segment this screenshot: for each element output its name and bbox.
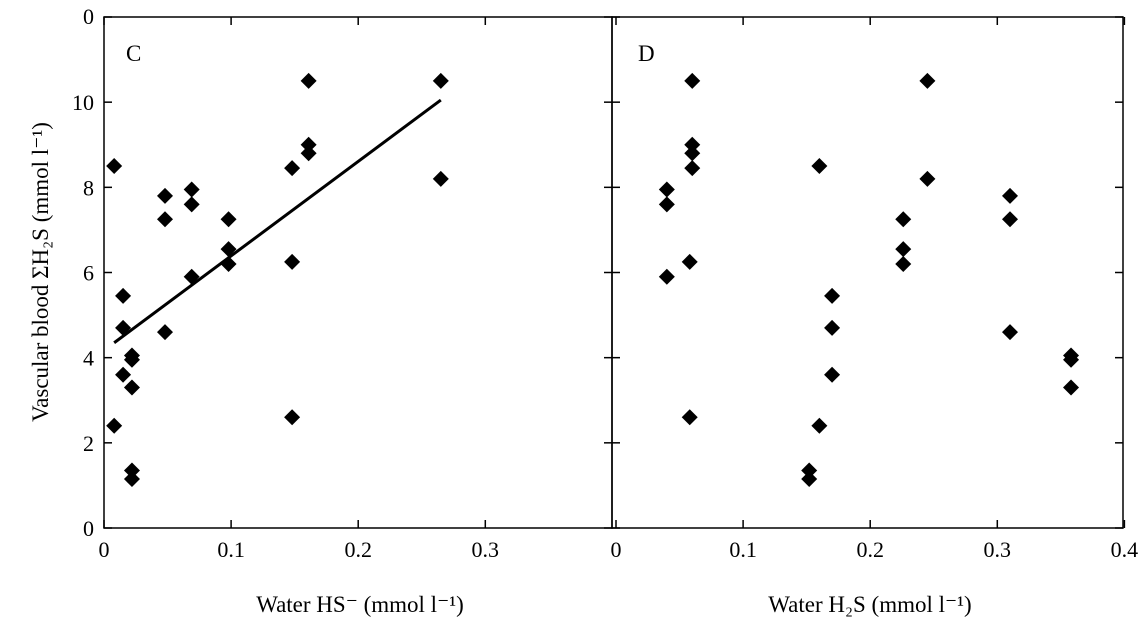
data-point [432, 72, 449, 89]
data-point [824, 287, 841, 304]
data-point [824, 319, 841, 336]
y-tick-label: 8 [83, 175, 94, 200]
plot-frame [611, 16, 1124, 529]
x-tick-label: 0.2 [344, 537, 372, 562]
data-point [220, 241, 237, 258]
data-point [919, 72, 936, 89]
data-point [681, 253, 698, 270]
data-point [183, 268, 200, 285]
x-tick-label: 0.2 [856, 537, 884, 562]
regression-line [113, 98, 442, 344]
data-point [684, 72, 701, 89]
data-point [183, 196, 200, 213]
x-tick-label: 0.3 [984, 537, 1012, 562]
x-axis-title: Water HS⁻ (mmol l⁻¹) [256, 592, 464, 617]
data-point [895, 241, 912, 258]
data-point [157, 211, 174, 228]
y-tick-label: 2 [83, 431, 94, 456]
data-point [1002, 211, 1019, 228]
x-tick-label: 0.1 [729, 537, 757, 562]
y-tick-label: 10 [72, 90, 94, 115]
data-point [300, 72, 317, 89]
panels: C 0 0.1 0.2 0.3 Water HS⁻ (mmol l⁻¹) D 0 0.1 0.2 0… [72, 4, 1138, 617]
data-point [300, 136, 317, 153]
data-point [684, 160, 701, 177]
data-point [1063, 351, 1080, 368]
data-point [811, 158, 828, 175]
x-tick-label: 0.3 [472, 537, 500, 562]
data-point [123, 351, 140, 368]
data-point [284, 253, 301, 270]
x-axis-title: Water H₂S (mmol l⁻¹) [768, 592, 971, 617]
data-point [824, 366, 841, 383]
data-point [123, 379, 140, 396]
data-point [801, 462, 818, 479]
data-point [658, 181, 675, 198]
data-point [919, 170, 936, 187]
data-point [183, 181, 200, 198]
data-point [658, 268, 675, 285]
data-point [220, 211, 237, 228]
data-point [220, 255, 237, 272]
data-point [1002, 324, 1019, 341]
data-point [895, 255, 912, 272]
y-axis-title: Vascular blood ΣH₂S (mmol l⁻¹) [28, 122, 53, 422]
data-point [658, 196, 675, 213]
data-point [106, 417, 123, 434]
data-point [684, 145, 701, 162]
y-tick-label: 4 [83, 346, 94, 371]
data-point [681, 409, 698, 426]
panel-c: C 0 0.1 0.2 0.3 Water HS⁻ (mmol l⁻¹) [99, 16, 613, 617]
panel-label: C [126, 41, 141, 66]
data-point [895, 211, 912, 228]
data-point [106, 158, 123, 175]
data-point [300, 145, 317, 162]
data-point [115, 319, 132, 336]
y-tick-label: 0 [83, 516, 94, 541]
data-point [284, 160, 301, 177]
x-tick-label: 0 [611, 537, 622, 562]
panel-label: D [638, 41, 655, 66]
data-point [811, 417, 828, 434]
panel-d: D 0 0.1 0.2 0.3 0.4 Water H₂S (mmol l⁻¹) [611, 16, 1139, 617]
y-tick-label-top: 0 [83, 4, 94, 29]
data-point [1002, 187, 1019, 204]
plot-frame [103, 16, 613, 529]
data-point [157, 324, 174, 341]
data-point [684, 136, 701, 153]
data-point [432, 170, 449, 187]
x-tick-label: 0 [99, 537, 110, 562]
data-point [157, 187, 174, 204]
data-point [123, 462, 140, 479]
data-point [115, 366, 132, 383]
data-point [1063, 379, 1080, 396]
y-tick-label: 6 [83, 261, 94, 286]
data-point [284, 409, 301, 426]
data-point [115, 287, 132, 304]
data-point [801, 471, 818, 488]
x-tick-label: 0.4 [1111, 537, 1139, 562]
data-point [123, 471, 140, 488]
x-tick-label: 0.1 [217, 537, 245, 562]
